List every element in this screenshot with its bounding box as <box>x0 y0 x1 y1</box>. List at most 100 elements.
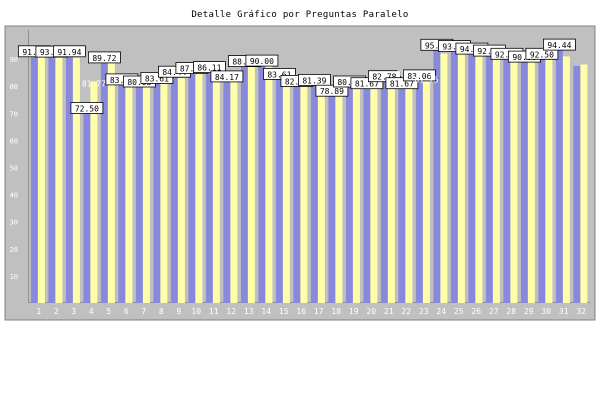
x-tick-label: 18 <box>331 307 341 316</box>
bar <box>230 71 238 303</box>
x-tick-label: 19 <box>349 307 359 316</box>
bar <box>475 53 483 304</box>
data-label: 91.94 <box>57 48 81 57</box>
data-label: 90.00 <box>250 57 274 66</box>
data-label: 90.00 <box>512 53 536 62</box>
data-label: 86.11 <box>197 64 221 73</box>
data-label: 93.89 <box>442 43 466 52</box>
bar <box>468 47 476 303</box>
bar <box>398 81 406 303</box>
data-label: 82.50 <box>285 77 309 86</box>
x-tick-label: 16 <box>296 307 306 316</box>
data-label: 89.72 <box>92 54 116 63</box>
data-label: 81.75 <box>414 76 438 85</box>
data-label: 81.39 <box>302 76 326 85</box>
bar <box>83 106 91 303</box>
bar <box>503 52 511 303</box>
data-label-box <box>210 70 244 83</box>
bar <box>72 57 80 304</box>
data-label-box <box>525 47 559 60</box>
bar <box>328 89 336 303</box>
x-tick-label: 6 <box>124 307 129 316</box>
bar <box>573 65 581 304</box>
bar <box>125 75 133 304</box>
data-label: 92.50 <box>530 50 554 59</box>
data-label-box <box>88 51 121 64</box>
data-label: 83.06 <box>407 72 431 81</box>
bar <box>562 56 570 304</box>
data-label: 72.50 <box>75 105 99 114</box>
data-label-box <box>385 77 419 90</box>
x-tick-label: 23 <box>419 307 429 316</box>
bar <box>370 74 378 303</box>
data-label-box <box>140 72 174 84</box>
y-tick-label: 20 <box>10 246 18 254</box>
bar <box>135 84 143 303</box>
bar <box>310 82 318 304</box>
bar <box>293 79 301 304</box>
data-label-box <box>70 102 104 114</box>
x-tick-label: 10 <box>191 307 201 316</box>
data-labels-layer: 91.9493.3391.9472.5081.7789.7283.0680.83… <box>17 38 576 114</box>
bar <box>142 80 150 303</box>
bar <box>160 72 168 303</box>
x-tick-label: 15 <box>279 307 289 316</box>
y-tick-label: 70 <box>10 110 18 118</box>
x-tick-label: 9 <box>176 307 181 316</box>
bar <box>555 47 563 303</box>
x-tick-label: 2 <box>54 307 59 316</box>
data-label: 88.33 <box>232 58 256 67</box>
x-tick-label: 3 <box>71 307 76 316</box>
bar <box>258 59 266 303</box>
data-label: 84.17 <box>215 73 239 82</box>
data-label: 83.61 <box>267 70 291 79</box>
bar <box>457 49 465 303</box>
x-tick-label: 1 <box>36 307 41 316</box>
data-label-box <box>543 38 576 51</box>
data-label: 87.22 <box>180 65 204 74</box>
data-label: 91.94 <box>22 48 46 57</box>
bar <box>90 81 98 304</box>
bar <box>527 53 535 304</box>
x-tick-label: 24 <box>436 307 446 316</box>
bar <box>492 57 500 304</box>
bar <box>352 76 360 303</box>
bar <box>223 74 231 304</box>
x-tick-label: 4 <box>89 307 94 316</box>
bar <box>433 43 441 304</box>
x-tick-label: 31 <box>559 307 569 316</box>
data-label: 81.77 <box>82 79 106 88</box>
bar <box>247 64 255 303</box>
bar <box>282 72 290 303</box>
x-tick-label: 7 <box>141 307 146 316</box>
y-tick-label: 90 <box>10 56 18 64</box>
bar <box>440 53 448 304</box>
bar <box>450 48 458 303</box>
x-tick-label: 29 <box>524 307 534 316</box>
x-tick-label: 27 <box>489 307 499 316</box>
bar <box>170 74 178 303</box>
bar <box>188 66 196 303</box>
x-tick-label: 8 <box>159 307 164 316</box>
x-tick-label: 30 <box>541 307 551 316</box>
data-label: 81.67 <box>355 80 379 89</box>
data-label: 92.50 <box>495 50 519 59</box>
bar <box>485 53 493 303</box>
y-tick-label: 80 <box>10 83 18 91</box>
bar <box>275 76 283 304</box>
bar <box>335 78 343 303</box>
data-label: 95.83 <box>425 41 449 50</box>
x-tick-label: 17 <box>314 307 324 316</box>
bar <box>317 75 325 304</box>
bar <box>118 77 126 304</box>
data-label: 84.44 <box>162 68 186 77</box>
data-label-box <box>367 70 401 83</box>
bar <box>380 78 388 303</box>
bar <box>195 69 203 304</box>
bar <box>240 63 248 303</box>
bar <box>107 61 115 303</box>
y-tick-label: 50 <box>10 165 18 173</box>
data-label: 93.33 <box>40 48 64 57</box>
x-tick-label: 13 <box>244 307 254 316</box>
